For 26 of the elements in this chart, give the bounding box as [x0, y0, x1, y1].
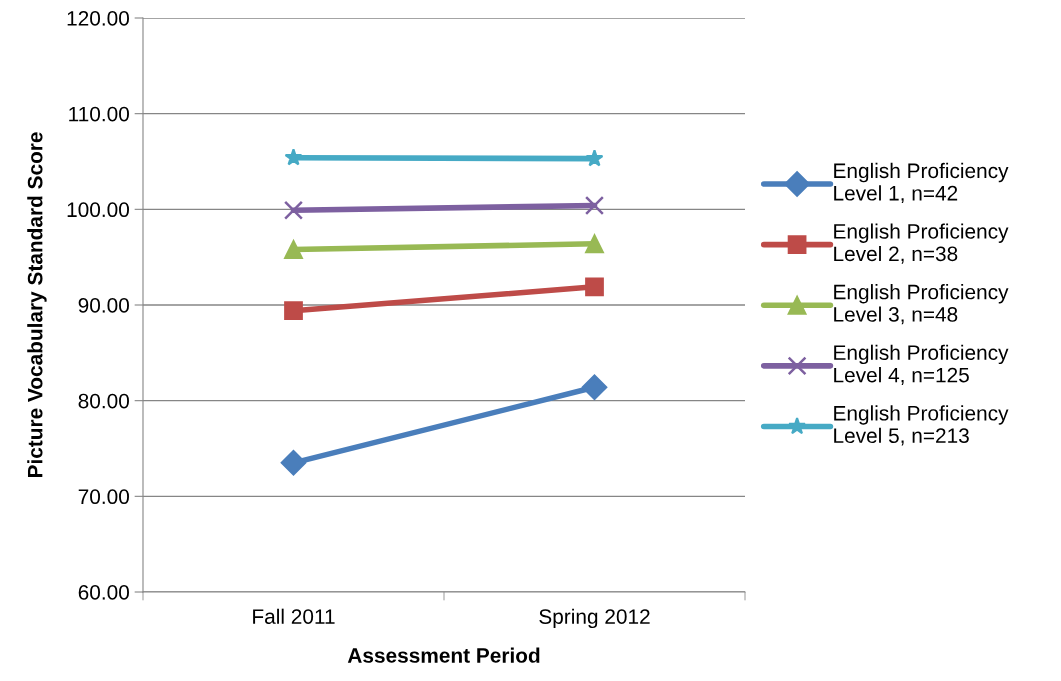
x-tick-label: Fall 2011 [253, 608, 335, 624]
legend-label: English Proficiency Level 5, n=213 [834, 405, 1009, 446]
y-tick-label: 90.00 [78, 298, 129, 313]
point [284, 301, 303, 321]
y-tick-label: 80.00 [78, 393, 129, 409]
point [283, 200, 304, 220]
point [585, 234, 604, 254]
point [284, 240, 303, 259]
point [581, 374, 608, 401]
point [284, 148, 303, 166]
y-tick-label: 70.00 [78, 489, 129, 505]
legend-label: English Proficiency Level 4, n=125 [834, 344, 1009, 385]
y-tick-label: 110.00 [69, 106, 129, 122]
legend-label: English Proficiency Level 2, n=38 [834, 223, 1009, 264]
y-tick-label: 60.00 [78, 585, 129, 600]
point [585, 277, 604, 297]
legend-label: English Proficiency Level 1, n=42 [834, 162, 1009, 204]
y-tick-label: 100.00 [67, 202, 129, 218]
y-tick-label: 120.00 [67, 11, 129, 26]
x-tick-label: Spring 2012 [539, 608, 650, 629]
y-axis-title: Picture Vocabulary Standard Score [27, 132, 47, 478]
point [280, 450, 307, 476]
point [584, 195, 605, 216]
x-axis-title: Assessment Period [347, 647, 540, 663]
point [585, 149, 604, 167]
legend-label: English Proficiency Level 3, n=48 [834, 284, 1009, 325]
